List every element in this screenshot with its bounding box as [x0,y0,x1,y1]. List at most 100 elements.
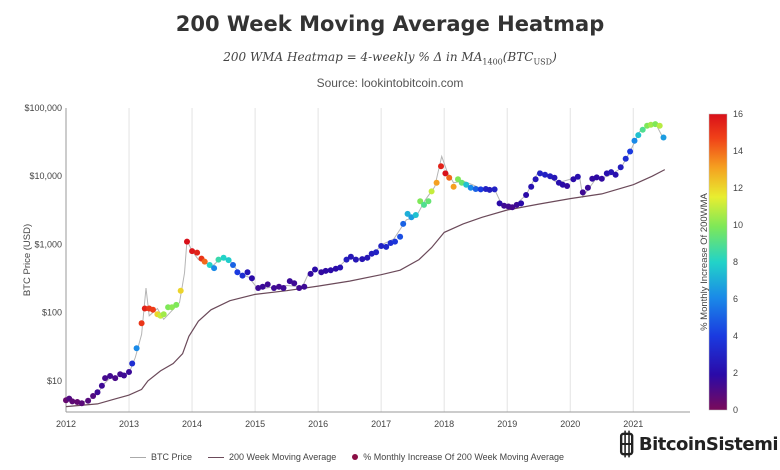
heat-point[interactable] [230,262,236,268]
heat-point[interactable] [173,301,180,308]
heat-point[interactable] [528,183,535,190]
heat-point[interactable] [570,176,577,183]
heat-point[interactable] [337,264,344,271]
heat-point[interactable] [425,198,432,205]
heat-point[interactable] [450,183,457,190]
heat-point[interactable] [301,283,308,290]
heat-point[interactable] [622,155,629,162]
heat-point[interactable] [383,243,390,250]
heat-point[interactable] [564,183,571,189]
heat-point[interactable] [421,201,427,208]
heat-point[interactable] [343,256,350,263]
heat-point[interactable] [472,186,479,192]
heat-point[interactable] [438,163,444,170]
heat-point[interactable] [574,173,581,180]
heat-point[interactable] [133,345,140,352]
heat-point[interactable] [312,266,318,273]
heat-point[interactable] [428,188,435,195]
heat-point[interactable] [537,170,543,177]
heat-point[interactable] [271,285,277,291]
heat-point[interactable] [496,200,503,207]
heat-point[interactable] [635,132,642,139]
heat-point[interactable] [392,238,398,245]
heat-point[interactable] [359,256,366,263]
heat-point[interactable] [639,126,646,133]
heat-point[interactable] [467,184,474,191]
heat-point[interactable] [579,189,586,196]
heat-point[interactable] [647,121,654,128]
heat-point[interactable] [612,171,619,178]
heat-point[interactable] [518,200,525,207]
heat-point[interactable] [98,382,105,389]
heat-point[interactable] [112,375,119,382]
heat-point[interactable] [412,212,419,218]
legend-item-heat[interactable]: % Monthly Increase Of 200 Week Moving Av… [352,452,564,462]
heat-point[interactable] [446,174,453,181]
heat-point[interactable] [477,186,484,193]
heat-point[interactable] [347,253,354,260]
heat-point[interactable] [69,398,76,405]
heat-point[interactable] [378,243,385,249]
heat-point[interactable] [307,270,314,277]
heat-point[interactable] [433,179,440,186]
heat-point[interactable] [259,283,266,290]
heat-point[interactable] [85,397,92,404]
heat-point[interactable] [102,375,109,382]
heat-point[interactable] [397,233,404,240]
heat-point[interactable] [189,248,196,255]
heat-point[interactable] [129,360,136,367]
heat-point[interactable] [211,265,218,272]
heat-point[interactable] [107,373,114,379]
heat-point[interactable] [255,285,262,291]
legend-item-price[interactable]: BTC Price [130,452,192,462]
heat-point[interactable] [352,256,359,263]
heat-point[interactable] [463,181,470,188]
heat-point[interactable] [220,254,227,261]
heat-point[interactable] [627,148,634,155]
heat-point[interactable] [417,198,424,205]
heat-point[interactable] [551,174,558,181]
legend-item-ma[interactable]: 200 Week Moving Average [208,452,336,462]
heat-point[interactable] [280,285,287,291]
heat-point[interactable] [90,393,97,399]
heat-point[interactable] [491,186,498,193]
heat-point[interactable] [584,184,591,191]
heat-point[interactable] [215,256,222,263]
heat-point[interactable] [660,134,667,141]
heat-point[interactable] [617,164,624,171]
heat-point[interactable] [542,171,548,178]
heat-point[interactable] [150,306,156,313]
heat-point[interactable] [291,280,298,287]
heat-point[interactable] [373,249,380,256]
heat-point[interactable] [509,204,516,211]
heat-point[interactable] [631,137,638,144]
heat-point[interactable] [608,169,615,176]
heat-point[interactable] [239,272,246,279]
heat-point[interactable] [455,176,461,183]
heat-point[interactable] [177,287,184,294]
heat-point[interactable] [327,267,334,274]
heat-point[interactable] [244,269,251,276]
heat-point[interactable] [486,186,493,193]
heat-point[interactable] [364,254,371,261]
heat-point[interactable] [160,311,167,318]
heat-point[interactable] [248,275,255,282]
heat-point[interactable] [322,267,329,274]
heat-point[interactable] [94,389,101,396]
heat-point[interactable] [141,305,148,312]
heat-point[interactable] [264,281,271,288]
heat-point[interactable] [523,192,530,198]
heat-point[interactable] [74,399,81,405]
heat-point[interactable] [532,176,539,183]
heat-point[interactable] [656,122,663,129]
heat-point[interactable] [206,262,213,268]
heat-point[interactable] [442,170,449,177]
heat-point[interactable] [138,320,145,327]
heat-point[interactable] [400,220,407,227]
heat-point[interactable] [276,283,282,290]
heat-point[interactable] [121,372,127,379]
heat-point[interactable] [201,258,208,265]
heat-point[interactable] [234,269,241,276]
heat-point[interactable] [296,285,303,291]
heat-point[interactable] [408,214,415,221]
